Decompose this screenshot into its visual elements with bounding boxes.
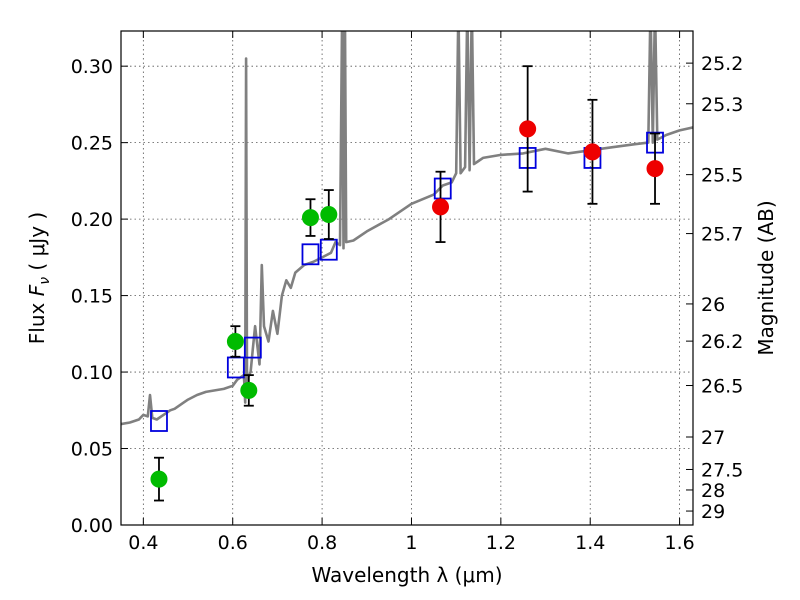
model-square-marker: [433, 177, 452, 200]
y2-tick-label: 26.5: [701, 376, 743, 398]
observed-point: [301, 209, 319, 227]
y-axis-label-suffix: ( μJy ): [25, 212, 49, 277]
observed-point: [646, 160, 664, 178]
y-axis-label: Flux Fν ( μJy ): [25, 212, 53, 344]
y-axis-label-prefix: Flux: [25, 296, 49, 344]
x-tick-label: 1.4: [575, 532, 605, 554]
plot-frame: [120, 30, 694, 526]
observed-point: [150, 470, 168, 488]
x-tick-label: 1.6: [664, 532, 694, 554]
observed-point: [240, 381, 258, 399]
y2-tick-label: 27: [701, 427, 725, 449]
x-tick-label: 1.2: [486, 532, 516, 554]
y-tick-label: 0.25: [71, 133, 113, 155]
grid: [121, 31, 693, 525]
y2-tick-label: 26: [701, 294, 725, 316]
x-axis-label: Wavelength λ (μm): [311, 563, 502, 587]
y2-tick-label: 26.2: [701, 331, 743, 353]
y-tick-label: 0.00: [71, 515, 113, 537]
y-tick-label: 0.15: [71, 286, 113, 308]
secondary-y-axis-label: Magnitude (AB): [754, 200, 778, 355]
y-axis-label-symbol: F: [25, 284, 49, 296]
model-square-marker: [226, 356, 245, 379]
y2-tick-label: 28: [701, 480, 725, 502]
ticks: 0.4 0.6 0.8 1 1.2 1.4 1.6 0.00 0.05 0.10 0.15 0.20 0…: [71, 31, 743, 554]
y2-tick-label: 25.5: [701, 165, 743, 187]
observed-point: [583, 143, 601, 161]
y-axis-label-subscript: ν: [37, 277, 53, 285]
y-tick-label: 0.10: [71, 362, 113, 384]
x-tick-label: 0.8: [307, 532, 337, 554]
model-square-marker: [150, 410, 168, 432]
observed-point: [226, 332, 244, 350]
y-tick-label: 0.05: [71, 439, 113, 461]
model-square-marker: [243, 336, 262, 359]
observed-point: [432, 198, 450, 216]
y2-tick-label: 25.3: [701, 94, 743, 116]
observed-point: [519, 120, 537, 138]
data-layer: [121, 31, 693, 502]
y2-tick-label: 25.7: [701, 224, 743, 246]
model-square-marker: [301, 243, 320, 266]
y2-tick-label: 27.5: [701, 459, 743, 481]
x-tick-label: 1: [405, 532, 417, 554]
y2-tick-label: 29: [701, 501, 725, 523]
x-tick-label: 0.6: [218, 532, 248, 554]
y-tick-label: 0.20: [71, 209, 113, 231]
y-tick-label: 0.30: [71, 56, 113, 78]
x-tick-label: 0.4: [128, 532, 158, 554]
observed-point: [320, 206, 338, 224]
spectrum-line: [121, 31, 693, 426]
y2-tick-label: 25.2: [701, 53, 743, 75]
